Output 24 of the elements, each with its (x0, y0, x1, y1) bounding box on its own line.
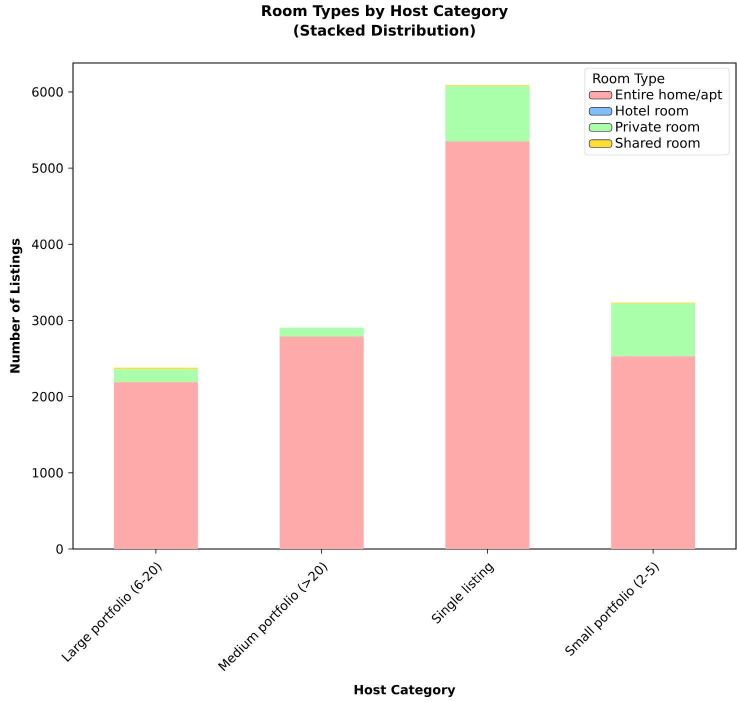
y-tick-label: 1000 (32, 468, 63, 478)
legend-label: Entire home/apt (616, 89, 722, 102)
bar (114, 369, 198, 382)
bar (611, 356, 696, 549)
chart-subtitle: (Stacked Distribution) (294, 24, 475, 38)
bar (280, 328, 364, 336)
chart-title: Room Types by Host Category (262, 4, 508, 20)
y-axis-title: Number of Listings (10, 238, 22, 373)
legend-label: Hotel room (616, 105, 688, 116)
bar (611, 304, 696, 356)
y-tick-label: 0 (56, 544, 63, 554)
legend-label: Private room (616, 121, 699, 132)
legend-title: Room Type (593, 73, 664, 86)
legend-label: Shared room (616, 138, 700, 148)
y-tick-label: 2000 (32, 392, 63, 402)
y-tick-label: 4000 (32, 239, 63, 250)
bar (280, 336, 364, 549)
y-tick-label: 5000 (32, 163, 63, 173)
y-tick-label: 6000 (32, 87, 63, 97)
bar (445, 86, 530, 142)
x-axis-title: Host Category (354, 684, 456, 697)
y-tick-label: 3000 (32, 316, 63, 326)
bar (445, 141, 530, 549)
bar (114, 382, 198, 549)
